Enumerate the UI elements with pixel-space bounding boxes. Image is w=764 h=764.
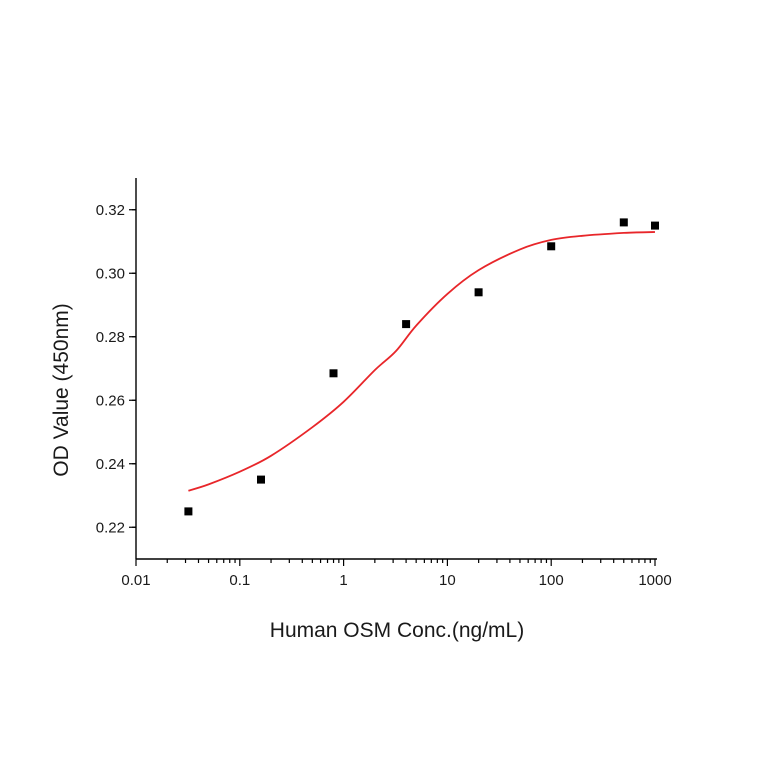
y-tick-label-1: 0.24 <box>96 456 125 473</box>
fit-curve <box>188 231 656 492</box>
y-tick-label-0: 0.22 <box>96 519 125 536</box>
fit-curve-layer <box>188 231 656 492</box>
data-point-3 <box>402 320 411 329</box>
y-tick-label-3: 0.28 <box>96 329 125 346</box>
x-tick-label-2: 1 <box>339 572 347 589</box>
data-point-7 <box>651 221 659 230</box>
y-tick-label-5: 0.32 <box>96 202 125 219</box>
y-axis-title: OD Value (450nm) <box>50 303 73 477</box>
data-point-0 <box>184 507 193 516</box>
x-tick-label-0: 0.01 <box>121 572 150 589</box>
x-axis-title: Human OSM Conc.(ng/mL) <box>270 619 524 642</box>
y-tick-label-2: 0.26 <box>96 392 125 409</box>
y-ticks: 0.22 0.24 0.26 0.28 0.30 0.32 <box>96 202 136 536</box>
x-tick-label-1: 0.1 <box>229 572 250 589</box>
x-tick-label-5: 1000 <box>638 572 671 589</box>
x-tick-label-4: 100 <box>539 572 564 589</box>
data-point-5 <box>547 242 556 251</box>
x-ticks: 0.01 0.1 1 10 100 1000 <box>121 559 672 589</box>
axes <box>135 178 657 560</box>
data-points-layer <box>184 218 659 516</box>
y-tick-label-4: 0.30 <box>96 265 125 282</box>
data-point-6 <box>619 218 628 227</box>
data-point-2 <box>329 369 338 378</box>
x-tick-label-3: 10 <box>439 572 456 589</box>
data-point-4 <box>474 288 483 297</box>
data-point-1 <box>257 475 265 484</box>
